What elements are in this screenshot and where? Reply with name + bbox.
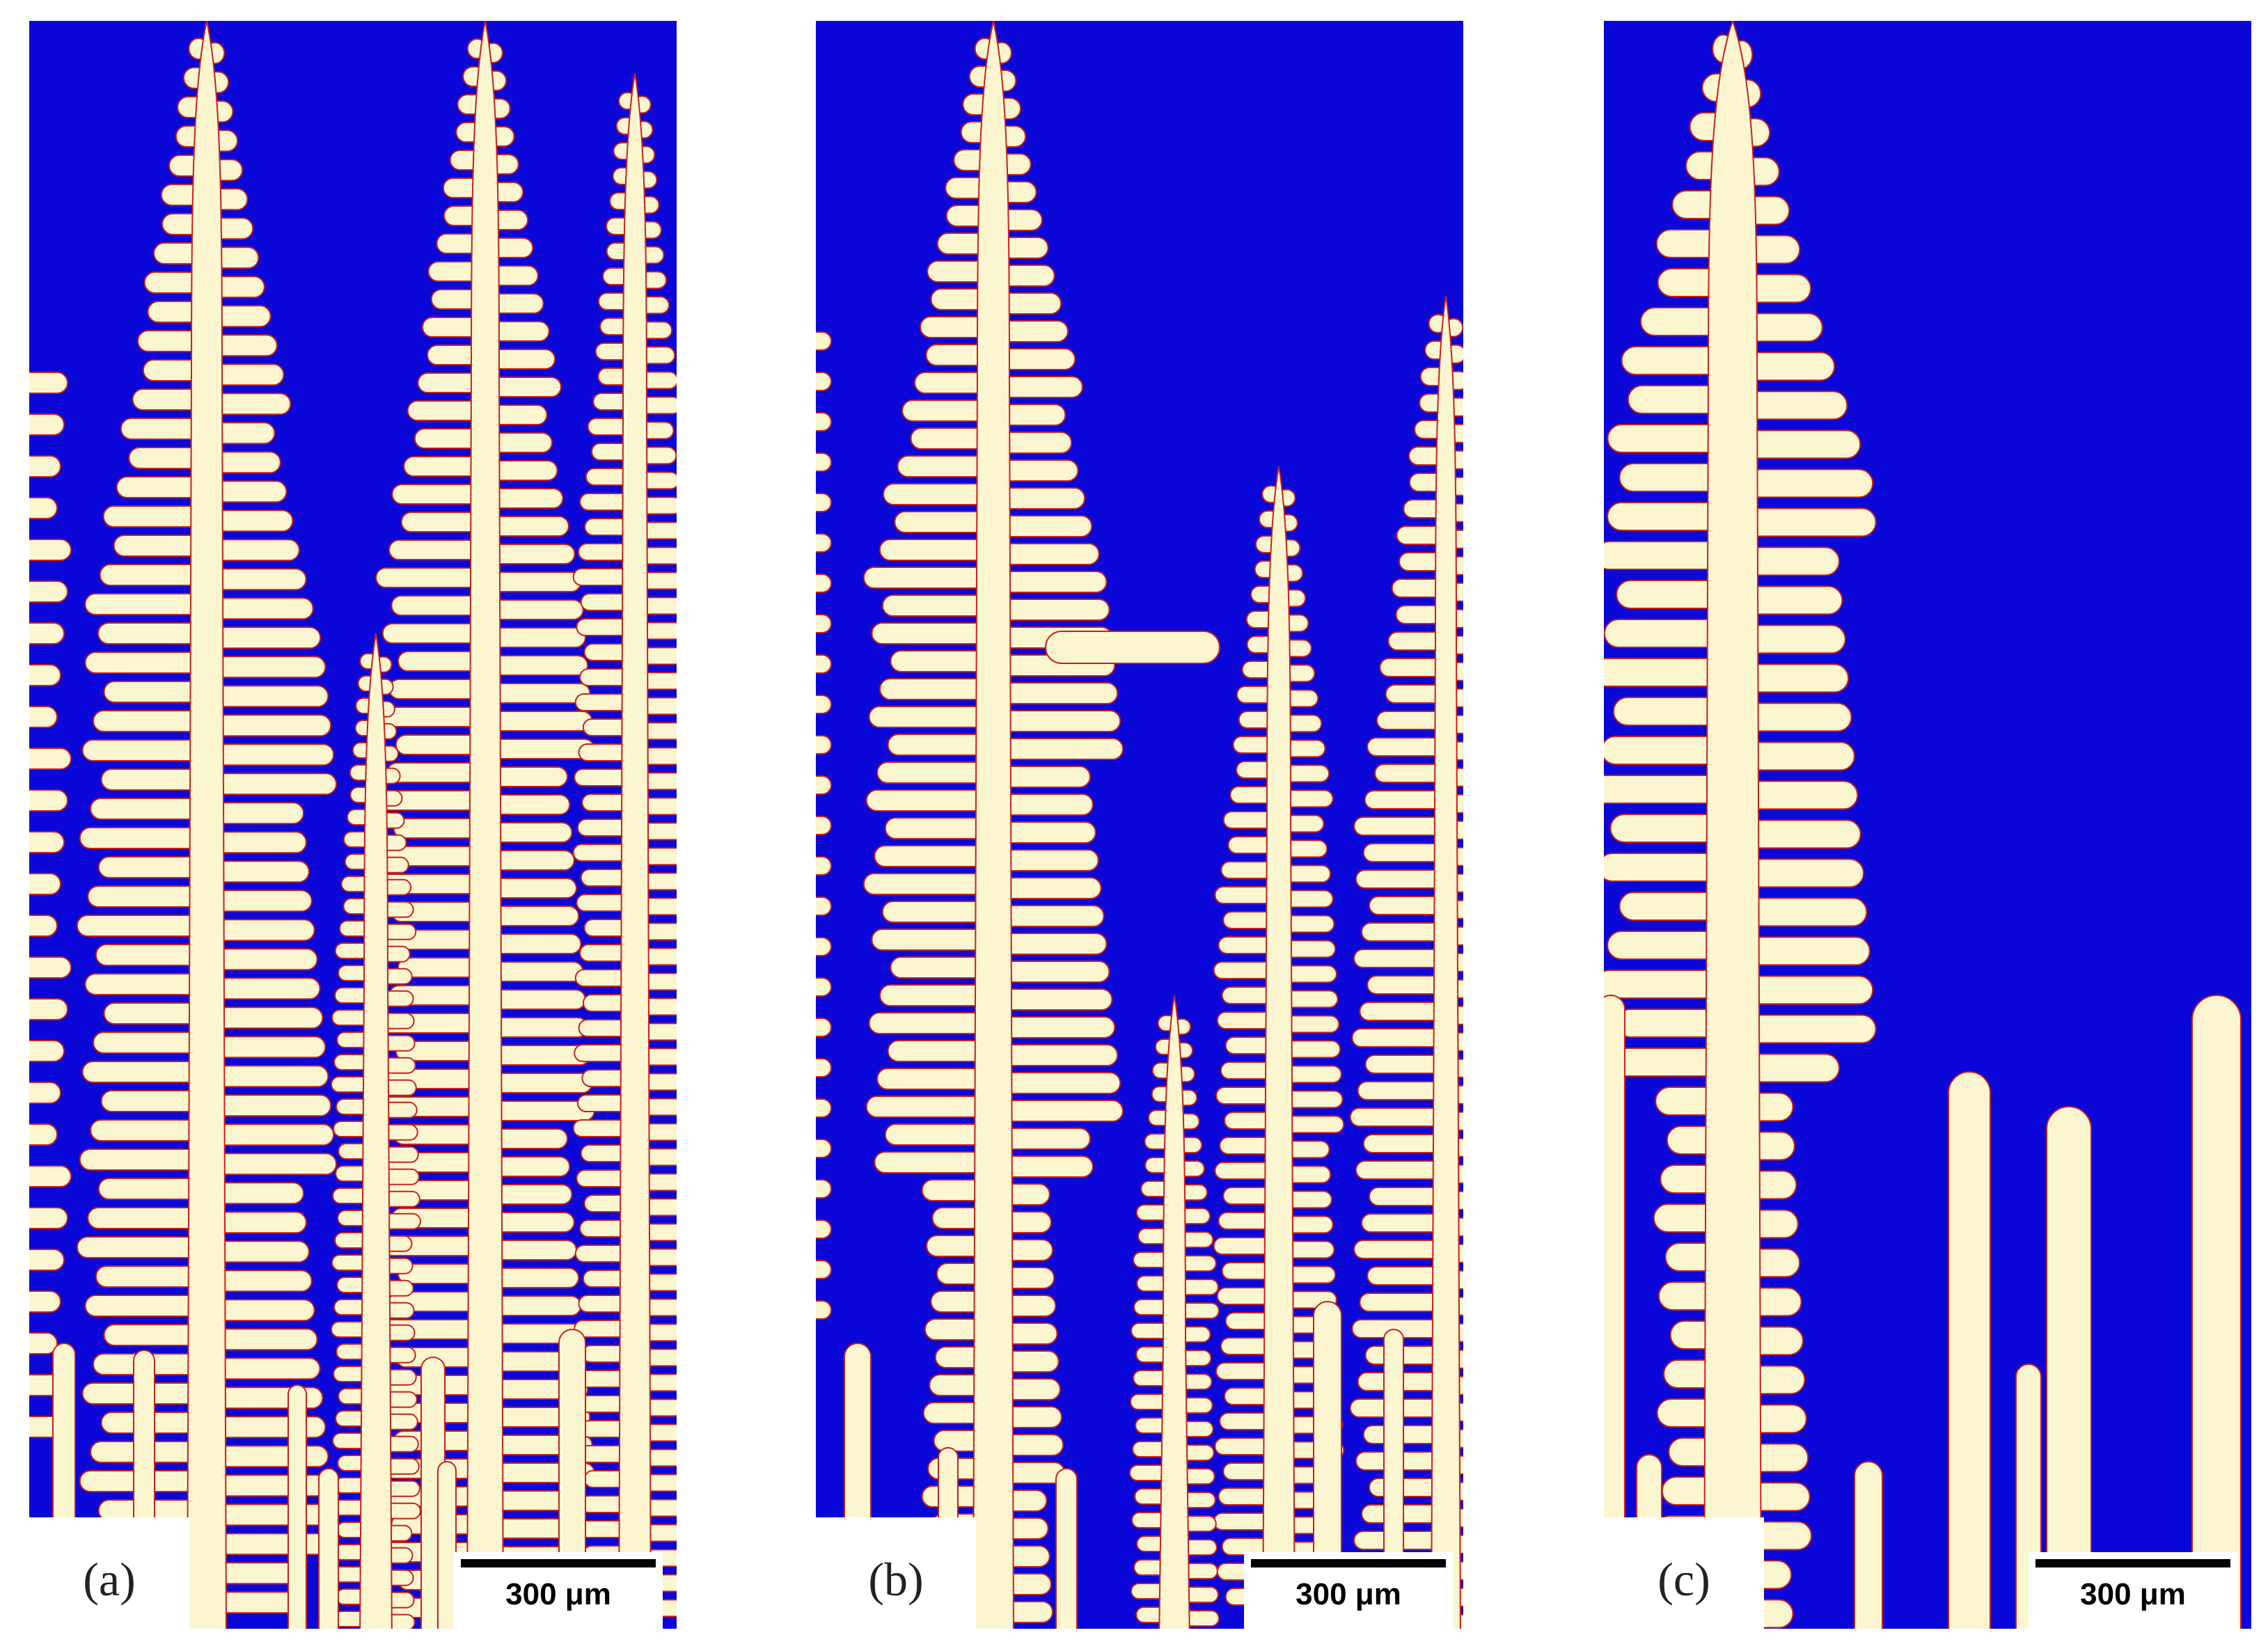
dendrite-simulation-b: [816, 21, 1463, 1629]
panel-label-c: (c): [1604, 1517, 1764, 1629]
scale-bar-b: 300 μm: [1244, 1552, 1453, 1629]
panel-c: (c) 300 μm: [1604, 21, 2251, 1629]
scale-bar-line: [461, 1559, 656, 1567]
dendrite-group-a: [29, 21, 677, 1629]
panel-a: (a) 300 μm: [29, 21, 677, 1629]
scale-bar-c: 300 μm: [2029, 1552, 2237, 1629]
scale-bar-label: 300 μm: [2080, 1577, 2186, 1611]
panel-label-a: (a): [29, 1517, 189, 1629]
dendrite-simulation-c: [1604, 21, 2251, 1629]
scale-bar-a: 300 μm: [454, 1552, 663, 1629]
dendrite-group-c: [1604, 21, 2242, 1629]
scale-bar-label: 300 μm: [505, 1577, 611, 1611]
panel-b: (b) 300 μm: [816, 21, 1463, 1629]
dendrite-simulation-a: [29, 21, 677, 1629]
scale-bar-line: [1251, 1559, 1446, 1567]
scale-bar-line: [2035, 1559, 2230, 1567]
dendrite-group-b: [816, 21, 1463, 1629]
scale-bar-label: 300 μm: [1296, 1577, 1401, 1611]
panel-label-b: (b): [816, 1517, 976, 1629]
